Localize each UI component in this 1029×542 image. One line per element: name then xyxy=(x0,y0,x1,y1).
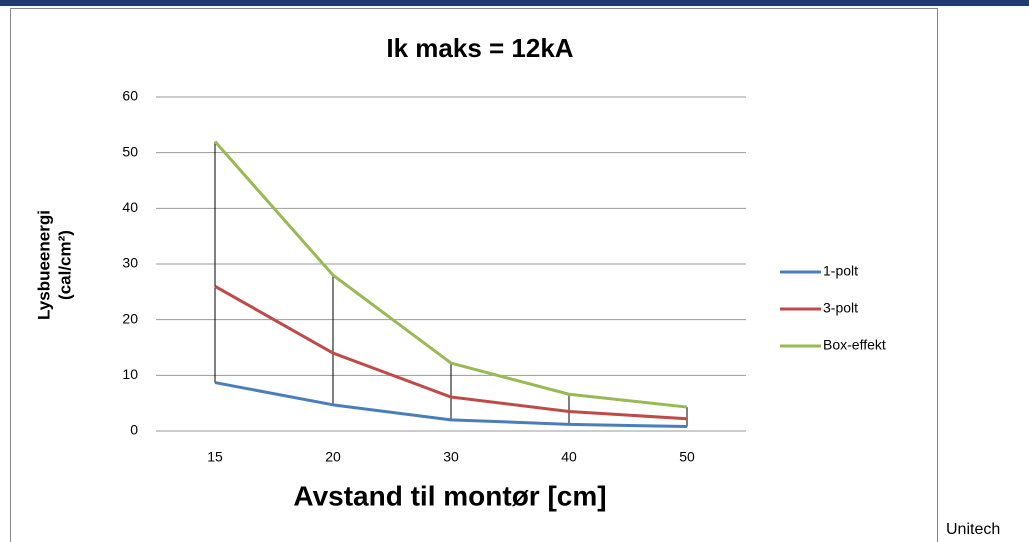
x-axis-label: Avstand til montør [cm] xyxy=(293,480,606,511)
y-axis-label: Lysbueenergi xyxy=(34,210,53,320)
legend-label: 3-polt xyxy=(823,300,858,316)
chart-title: Ik maks = 12kA xyxy=(386,33,573,63)
legend-label: Box-effekt xyxy=(823,337,886,353)
y-tick-label: 50 xyxy=(122,143,138,159)
x-tick-label: 40 xyxy=(561,449,577,465)
y-tick-label: 10 xyxy=(122,366,138,382)
y-tick-label: 20 xyxy=(122,310,138,326)
x-tick-label: 15 xyxy=(207,449,223,465)
series-line xyxy=(213,140,688,409)
series-line xyxy=(214,381,688,429)
x-tick-label: 50 xyxy=(679,449,695,465)
x-tick-label: 30 xyxy=(443,449,459,465)
top-bar xyxy=(0,0,1029,6)
caption: Unitech xyxy=(946,521,1000,538)
y-tick-label: 0 xyxy=(130,422,138,438)
y-axis-label: (cal/cm²) xyxy=(55,230,74,300)
y-tick-label: 30 xyxy=(122,255,138,271)
y-tick-label: 40 xyxy=(122,199,138,215)
chart-frame xyxy=(10,8,938,542)
legend-label: 1-polt xyxy=(823,263,858,279)
x-tick-label: 20 xyxy=(325,449,341,465)
y-tick-label: 60 xyxy=(122,88,138,104)
series-line xyxy=(214,284,688,421)
